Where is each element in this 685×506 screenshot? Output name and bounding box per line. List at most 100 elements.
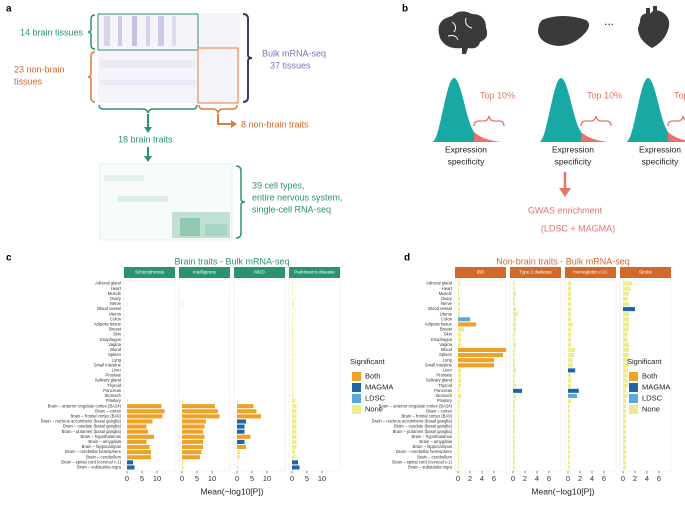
bar bbox=[292, 353, 293, 358]
bar bbox=[623, 332, 628, 337]
distribution: Top 10% Expression specificity bbox=[432, 78, 515, 166]
bar bbox=[513, 363, 515, 368]
bar bbox=[458, 301, 460, 307]
legend-swatch bbox=[352, 372, 361, 381]
bar bbox=[127, 404, 162, 409]
y-tick-label: Prostate bbox=[105, 373, 121, 378]
x-tick-label: 4 bbox=[590, 474, 594, 483]
bar bbox=[513, 388, 522, 393]
y-tick-label: Pituitary bbox=[437, 398, 453, 403]
bar bbox=[127, 455, 151, 460]
bar bbox=[458, 281, 460, 286]
facet-title: MDD bbox=[254, 270, 265, 275]
legend-label: MAGMA bbox=[365, 382, 393, 391]
y-tick-label: Brain – nucleus accumbens (basal ganglia… bbox=[372, 419, 453, 424]
y-tick-label: Brain – hippocampus bbox=[82, 444, 121, 449]
bar bbox=[292, 439, 297, 444]
x-tick-label: 0 bbox=[235, 474, 239, 483]
y-tick-label: Nerve bbox=[110, 301, 122, 306]
y-tick-label: Nerve bbox=[441, 301, 453, 306]
x-tick-label: 0 bbox=[456, 474, 460, 483]
legend-swatch bbox=[352, 394, 361, 403]
bar bbox=[458, 291, 460, 296]
bar bbox=[182, 465, 184, 470]
bar bbox=[182, 404, 215, 409]
y-tick-label: Colon bbox=[441, 316, 453, 321]
bar bbox=[513, 373, 515, 378]
bar bbox=[237, 404, 254, 409]
bar bbox=[568, 429, 570, 434]
bar bbox=[568, 450, 570, 455]
bar bbox=[182, 450, 202, 455]
annotation: GWAS enrichment bbox=[528, 205, 603, 215]
facet-frame bbox=[233, 279, 286, 472]
bar bbox=[568, 460, 570, 465]
bar bbox=[513, 444, 515, 450]
bar bbox=[292, 404, 297, 409]
y-tick-label: Brain – hippocampus bbox=[413, 444, 452, 449]
annotation: Top 10% bbox=[587, 90, 622, 100]
bar bbox=[458, 383, 461, 388]
bar bbox=[292, 342, 293, 347]
bar bbox=[513, 312, 518, 317]
bar bbox=[568, 312, 571, 317]
bar bbox=[237, 465, 239, 470]
bar bbox=[182, 424, 205, 429]
bar bbox=[458, 460, 460, 465]
bar bbox=[458, 434, 460, 439]
legend-swatch bbox=[629, 383, 638, 392]
bar bbox=[292, 296, 293, 301]
y-tick-label: Pancreas bbox=[434, 388, 452, 393]
bar bbox=[568, 363, 573, 368]
bar bbox=[182, 455, 200, 460]
annotation: 39 cell types, bbox=[252, 180, 305, 190]
bar bbox=[568, 398, 571, 404]
bar bbox=[292, 327, 293, 332]
bar bbox=[568, 378, 571, 383]
y-tick-label: Breast bbox=[109, 327, 122, 332]
axis-label: Expression bbox=[445, 144, 487, 154]
bar bbox=[513, 281, 515, 286]
bar bbox=[127, 444, 150, 450]
y-tick-label: Breast bbox=[440, 327, 453, 332]
bar bbox=[127, 424, 147, 429]
x-tick-label: 0 bbox=[566, 474, 570, 483]
legend-label: MAGMA bbox=[642, 382, 670, 391]
bar bbox=[568, 301, 571, 307]
bar bbox=[237, 301, 238, 307]
y-tick-label: Spleen bbox=[108, 352, 122, 357]
density-tail bbox=[581, 132, 609, 142]
brace bbox=[87, 51, 96, 103]
bar bbox=[458, 312, 460, 317]
bar bbox=[513, 342, 516, 347]
bar bbox=[292, 393, 293, 398]
facet-strip bbox=[234, 267, 285, 278]
y-tick-label: Blood vessel bbox=[97, 306, 121, 311]
bar bbox=[568, 307, 571, 312]
bar bbox=[458, 393, 461, 398]
density-body bbox=[432, 78, 474, 142]
bar bbox=[458, 353, 503, 358]
bar bbox=[182, 460, 184, 465]
x-tick-label: 4 bbox=[645, 474, 649, 483]
bar bbox=[568, 439, 570, 444]
bar bbox=[458, 327, 464, 332]
bar bbox=[292, 281, 293, 286]
bar bbox=[237, 434, 251, 439]
brace bbox=[198, 104, 238, 114]
bar bbox=[127, 419, 153, 424]
bar bbox=[568, 286, 571, 291]
bar bbox=[513, 291, 516, 296]
bar bbox=[623, 434, 626, 439]
annotation: (LDSC + MAGMA) bbox=[541, 223, 615, 233]
bar bbox=[568, 383, 571, 388]
bar bbox=[458, 337, 461, 342]
bar bbox=[237, 419, 246, 424]
bar bbox=[568, 353, 574, 358]
bar bbox=[513, 378, 515, 383]
ellipsis: ... bbox=[604, 14, 614, 28]
bar bbox=[458, 455, 460, 460]
y-tick-label: Brain – hypothalamus bbox=[411, 434, 452, 439]
y-tick-label: Thyroid bbox=[107, 383, 122, 388]
bar bbox=[513, 347, 515, 353]
